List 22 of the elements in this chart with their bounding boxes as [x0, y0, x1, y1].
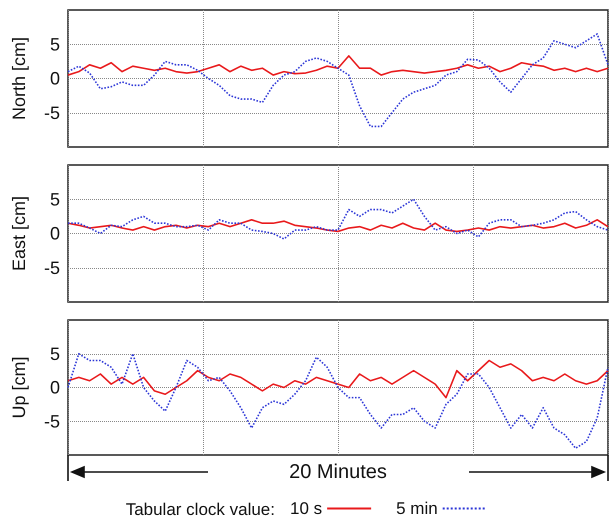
line-series [67, 198, 609, 240]
y-axis-title: North [cm] [9, 36, 29, 120]
line-series [67, 33, 609, 128]
y-axis-title: East [cm] [9, 196, 29, 272]
y-axis-title: Up [cm] [9, 356, 29, 419]
legend-label: 10 s [290, 499, 322, 518]
y-tick-label: 0 [50, 68, 60, 88]
line-series [67, 55, 609, 76]
legend-label: 5 min [396, 499, 438, 518]
y-tick-label: 0 [50, 224, 60, 244]
y-tick-label: 5 [50, 34, 60, 54]
y-tick-label: 0 [50, 378, 60, 398]
line-series [67, 360, 609, 398]
line-series [67, 219, 609, 232]
y-tick-label: -5 [44, 258, 60, 278]
y-tick-label: 5 [50, 189, 60, 210]
y-tick-label: -5 [44, 411, 60, 432]
text: 20 Minutes [289, 461, 387, 484]
legend-title: Tabular clock value: [126, 500, 275, 520]
y-tick-label: -5 [44, 102, 60, 123]
line-series [67, 352, 609, 450]
y-tick-label: 5 [50, 344, 60, 364]
